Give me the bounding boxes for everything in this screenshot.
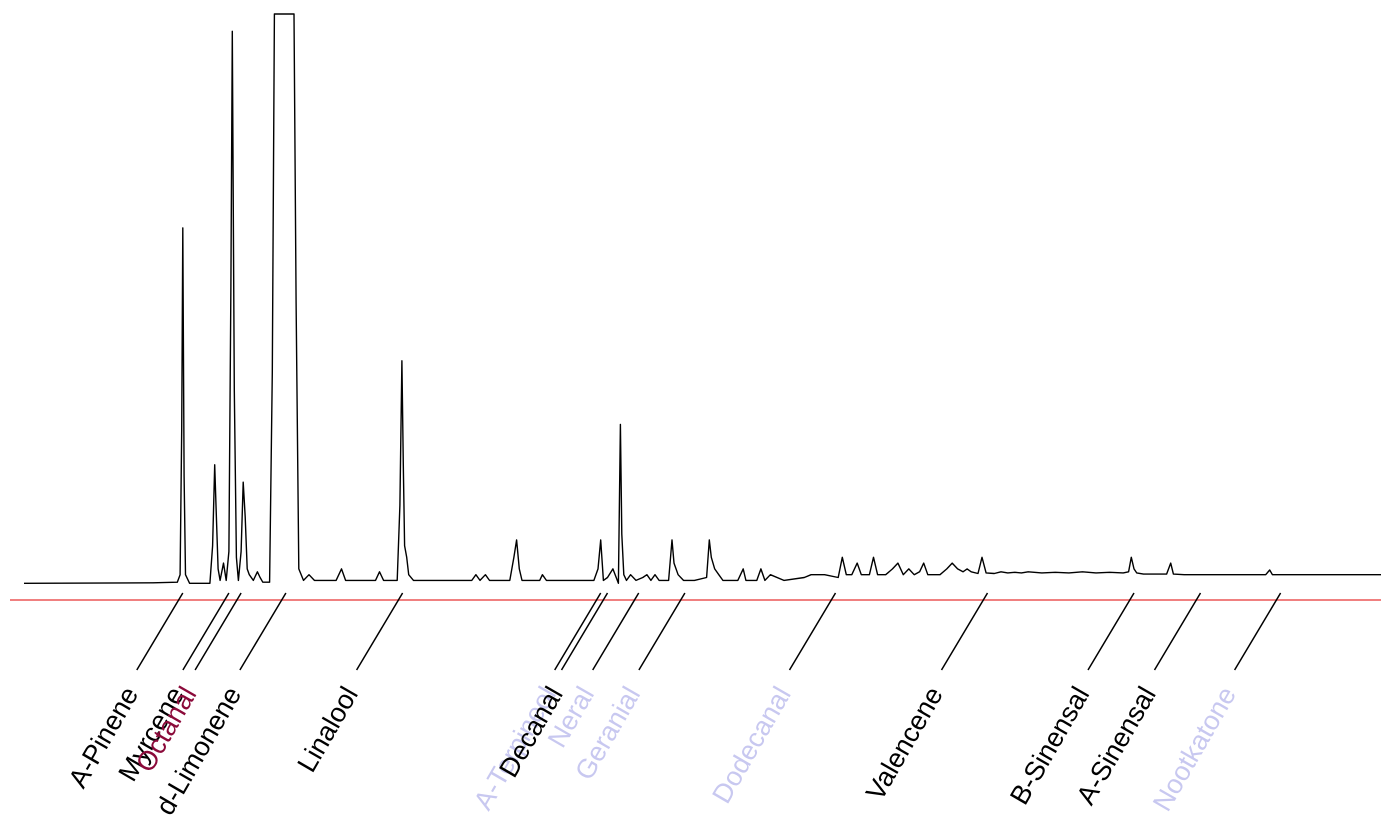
leader-line [592,592,640,671]
peak-label: Nootkatone [1147,682,1242,817]
peak-label: Dodecanal [706,682,797,809]
leader-line [355,592,404,671]
peak-label: Linalool [291,682,364,778]
chromatogram-trace [23,13,1381,584]
leader-line [1153,592,1202,671]
leader-line [638,592,686,671]
leader-line [560,592,609,671]
leader-line [554,592,602,671]
leader-line [1087,592,1135,671]
peak-label: Valencene [860,682,949,806]
leader-line [1233,592,1282,671]
leader-line [182,592,230,671]
leader-line [136,592,184,671]
leader-line [239,592,287,671]
leader-line [940,592,989,671]
leader-line [788,592,837,671]
trace-layer [10,13,1381,601]
leader-line [194,592,242,671]
